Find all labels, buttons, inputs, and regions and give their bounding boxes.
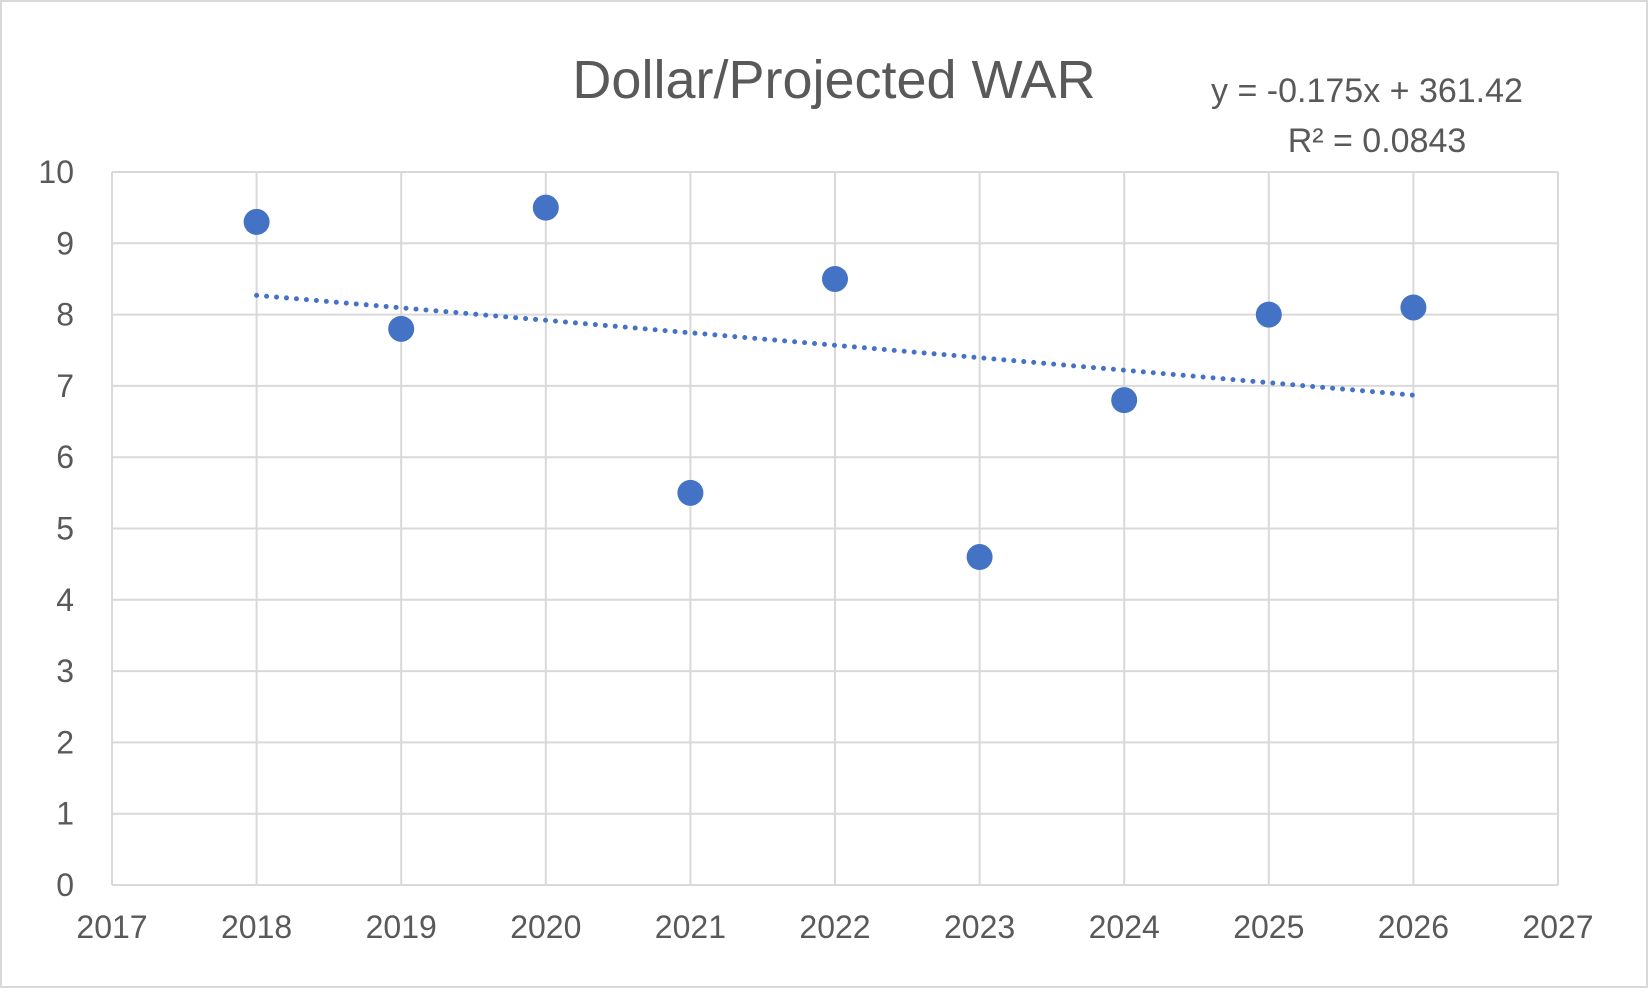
data-point [822,265,848,292]
trendline-layer [254,292,1416,398]
x-tick-label: 2022 [799,909,870,945]
data-point [966,544,993,571]
y-tick-label: 8 [56,297,74,333]
x-tick-label: 2017 [76,909,147,945]
y-tick-label: 5 [56,511,74,547]
y-tick-label: 9 [56,225,74,261]
data-point [1111,387,1138,414]
x-tick-label: 2023 [944,909,1015,945]
y-tick-label: 10 [38,154,74,190]
data-point [1400,294,1427,321]
y-tick-label: 1 [56,796,74,832]
data-point [388,315,415,342]
trendline-equation: y = -0.175x + 361.42 [1211,72,1523,110]
y-tick-label: 2 [56,724,74,760]
trendline-r-squared: R² = 0.0843 [1288,122,1467,160]
y-axis-ticks: 0 1 2 3 4 5 6 7 8 9 10 [38,154,74,903]
x-tick-label: 2020 [510,909,581,945]
x-tick-label: 2018 [221,909,292,945]
x-tick-label: 2024 [1089,909,1160,945]
y-tick-label: 6 [56,439,74,475]
gridlines [111,171,1559,886]
y-tick-label: 7 [56,368,74,404]
data-point [1255,301,1282,328]
x-tick-label: 2019 [366,909,437,945]
x-tick-label: 2026 [1378,909,1449,945]
x-tick-label: 2027 [1522,909,1593,945]
y-tick-label: 3 [56,653,74,689]
x-tick-label: 2021 [655,909,726,945]
chart-title: Dollar/Projected WAR [572,50,1095,110]
data-point [243,208,270,235]
y-tick-label: 0 [56,867,74,903]
x-tick-label: 2025 [1233,909,1304,945]
data-points [243,194,1427,571]
trendline [254,292,1416,398]
y-tick-label: 4 [56,582,74,618]
data-point [532,194,559,221]
x-axis-ticks: 2017 2018 2019 2020 2021 2022 2023 2024 2025 2026… [76,909,1593,945]
data-point [677,479,704,506]
